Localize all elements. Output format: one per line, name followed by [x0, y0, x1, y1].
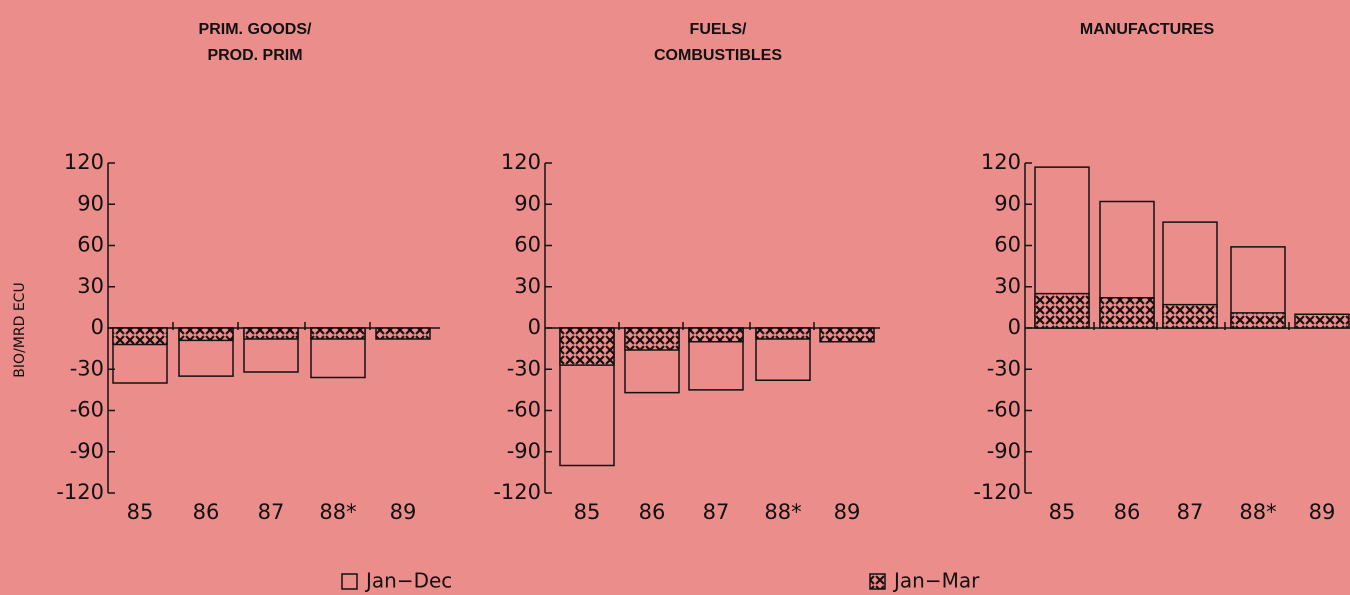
y-tick-label: -90: [507, 439, 541, 463]
x-tick-label: 86: [639, 500, 666, 524]
bar: [178, 327, 234, 342]
bar: [243, 327, 299, 340]
y-tick-label: 120: [981, 150, 1021, 174]
bar: [1099, 297, 1155, 329]
legend-swatch: [869, 573, 886, 590]
y-tick-label: 30: [994, 274, 1021, 298]
bar: [819, 327, 875, 343]
chart-title: PROD. PRIM: [207, 47, 302, 64]
x-tick-label: 88*: [764, 500, 801, 524]
y-tick-label: 60: [77, 233, 104, 257]
x-tick-label: 88*: [1239, 500, 1276, 524]
y-tick-label: 60: [994, 233, 1021, 257]
y-tick-label: 90: [77, 191, 104, 215]
x-tick-label: 89: [834, 500, 861, 524]
y-tick-label: -30: [70, 356, 104, 380]
x-tick-label: 86: [1114, 500, 1141, 524]
y-tick-label: -60: [70, 398, 104, 422]
y-tick-label: -60: [507, 398, 541, 422]
x-tick-label: 85: [127, 500, 154, 524]
x-tick-label: 87: [258, 500, 285, 524]
y-tick-label: -30: [987, 356, 1021, 380]
bar: [375, 327, 431, 340]
chart-title: FUELS/: [690, 21, 747, 38]
y-axis-label: BIO/MRD ECU: [12, 282, 28, 377]
y-tick-label: -120: [973, 480, 1021, 504]
chart-title: PRIM. GOODS/: [199, 21, 312, 38]
y-tick-label: 60: [514, 233, 541, 257]
legend-label: Jan−Mar: [892, 569, 980, 593]
x-tick-label: 85: [574, 500, 601, 524]
x-tick-label: 89: [390, 500, 417, 524]
y-tick-label: 30: [77, 274, 104, 298]
bar: [310, 327, 366, 340]
y-tick-label: 90: [994, 191, 1021, 215]
bar: [1294, 313, 1350, 329]
legend-swatch: [341, 573, 358, 590]
x-tick-label: 89: [1309, 500, 1336, 524]
bar: [559, 327, 615, 366]
y-tick-label: 120: [501, 150, 541, 174]
chart-title: COMBUSTIBLES: [654, 47, 782, 64]
y-tick-label: 0: [528, 315, 541, 339]
bar: [1034, 292, 1090, 329]
bar: [112, 327, 168, 346]
y-tick-label: -90: [987, 439, 1021, 463]
y-tick-label: 0: [1008, 315, 1021, 339]
x-tick-label: 87: [1177, 500, 1204, 524]
bar: [1162, 303, 1218, 329]
x-tick-label: 87: [703, 500, 730, 524]
y-tick-label: -120: [493, 480, 541, 504]
x-tick-label: 88*: [319, 500, 356, 524]
bar: [1230, 312, 1286, 329]
legend-label: Jan−Dec: [364, 569, 452, 593]
bar: [755, 327, 811, 340]
y-tick-label: 90: [514, 191, 541, 215]
chart-title: MANUFACTURES: [1080, 21, 1215, 38]
x-tick-label: 85: [1049, 500, 1076, 524]
y-tick-label: 120: [64, 150, 104, 174]
y-tick-label: -30: [507, 356, 541, 380]
bar: [688, 327, 744, 343]
y-tick-label: 0: [91, 315, 104, 339]
y-tick-label: -120: [56, 480, 104, 504]
bar: [624, 327, 680, 351]
x-tick-label: 86: [193, 500, 220, 524]
y-tick-label: 30: [514, 274, 541, 298]
y-tick-label: -60: [987, 398, 1021, 422]
y-tick-label: -90: [70, 439, 104, 463]
